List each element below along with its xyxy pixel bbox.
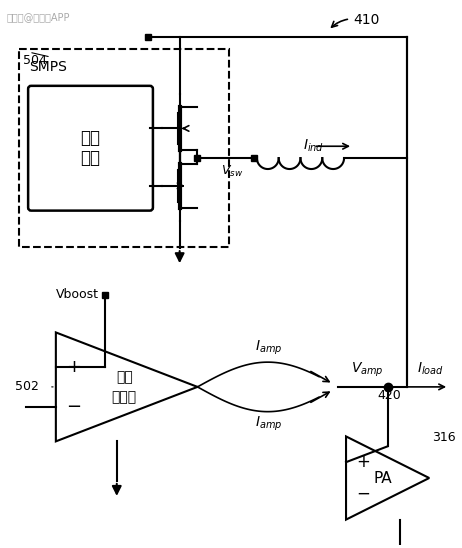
Text: 放大器: 放大器 [112, 390, 137, 404]
Text: 线性: 线性 [116, 370, 133, 384]
Text: +: + [356, 453, 370, 471]
Text: $I_{amp}$: $I_{amp}$ [255, 414, 283, 433]
Text: −: − [356, 485, 370, 503]
Text: Vboost: Vboost [56, 288, 99, 301]
Text: 316: 316 [432, 431, 456, 444]
Text: $V_{sw}$: $V_{sw}$ [221, 164, 243, 179]
Text: 搜狐号@爱集微APP: 搜狐号@爱集微APP [6, 13, 70, 22]
Text: $I_{load}$: $I_{load}$ [417, 361, 444, 378]
Text: 控制: 控制 [80, 149, 101, 167]
Bar [19, 49, 229, 247]
Text: 502: 502 [15, 380, 39, 393]
Text: PA: PA [373, 471, 392, 486]
Text: −: − [66, 398, 81, 416]
Text: SMPS: SMPS [29, 60, 67, 74]
Text: 420: 420 [378, 389, 401, 402]
Text: 降压: 降压 [80, 129, 101, 147]
Text: $I_{ind}$: $I_{ind}$ [304, 138, 325, 155]
Text: 410: 410 [332, 14, 379, 27]
Text: $I_{amp}$: $I_{amp}$ [255, 339, 283, 357]
Text: 504: 504 [23, 54, 47, 67]
Text: $V_{amp}$: $V_{amp}$ [352, 361, 384, 379]
Text: +: + [66, 358, 81, 376]
